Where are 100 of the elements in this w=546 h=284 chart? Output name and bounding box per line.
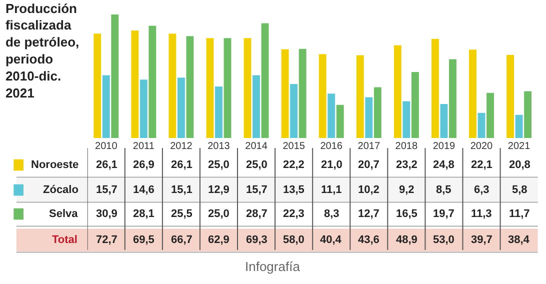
data-label: 11,1 — [321, 184, 342, 196]
data-label: 26,1 — [96, 159, 118, 171]
bar — [515, 114, 523, 138]
legend-label: Zócalo — [43, 184, 79, 196]
text: 38,4 — [508, 234, 530, 246]
data-label: 6,3 — [474, 184, 490, 196]
text: 62,9 — [208, 234, 230, 246]
data-label: 22,2 — [283, 159, 304, 171]
data-label: 22,1 — [471, 159, 492, 171]
data-label: 16,5 — [396, 208, 418, 220]
bar — [206, 38, 214, 138]
text: 66,7 — [171, 234, 192, 246]
bar — [328, 94, 336, 138]
x-tick-label: 2021 — [508, 141, 531, 152]
data-label: 26,1 — [171, 159, 192, 171]
x-tick-label: 2012 — [170, 141, 193, 152]
bar — [177, 78, 185, 138]
text: 48,9 — [396, 234, 418, 246]
text: 69,5 — [133, 234, 154, 246]
text: Infografía — [245, 259, 301, 274]
data-label: 12,7 — [358, 208, 380, 220]
bar — [469, 50, 476, 138]
text: 69,3 — [246, 234, 268, 246]
data-label: 28,1 — [133, 208, 154, 220]
bar — [94, 34, 102, 138]
data-label: 11,7 — [509, 208, 530, 220]
bar — [131, 30, 139, 138]
data-label: 8,3 — [324, 208, 340, 220]
data-label: 28,7 — [246, 208, 268, 220]
data-label: 20,7 — [358, 159, 380, 171]
x-tick-label: 2011 — [132, 141, 155, 152]
data-label: 9,2 — [399, 184, 414, 196]
bar — [111, 14, 119, 138]
data-label: 19,7 — [433, 208, 454, 220]
x-tick-label: 2015 — [282, 141, 306, 152]
bar — [440, 104, 448, 138]
data-label: 12,9 — [208, 184, 230, 196]
bar — [411, 72, 419, 138]
legend-label: Noroeste — [31, 159, 79, 171]
text: Total — [52, 234, 78, 246]
x-tick-label: 2014 — [245, 141, 268, 152]
data-label: 23,2 — [396, 159, 418, 171]
data-label: 11,3 — [471, 208, 492, 220]
bar — [261, 23, 269, 138]
x-tick-label: 2013 — [208, 141, 230, 152]
x-tick-label: 2020 — [470, 141, 494, 152]
x-tick-label: 2017 — [358, 141, 380, 152]
data-label: 24,8 — [433, 159, 454, 171]
text: Producción fiscalizada de petróleo, periodo 2010-dic. 2021 — [5, 0, 80, 100]
bar — [506, 54, 514, 138]
bar — [281, 49, 289, 138]
data-label: 5,8 — [512, 184, 528, 196]
text: 58,0 — [283, 234, 304, 246]
bar — [365, 97, 373, 138]
bar — [290, 84, 298, 138]
bar — [168, 34, 176, 138]
bar — [374, 87, 382, 138]
data-label: 14,6 — [133, 184, 154, 196]
data-label: 10,2 — [358, 184, 380, 196]
x-tick-label: 2019 — [432, 141, 456, 152]
data-label: 22,3 — [283, 208, 304, 220]
bar — [215, 86, 222, 138]
bar — [298, 48, 306, 138]
bar — [224, 38, 232, 138]
data-label: 25,0 — [208, 208, 230, 220]
bar — [431, 38, 439, 138]
data-label: 25,5 — [171, 208, 192, 220]
bar — [186, 36, 194, 138]
bar — [486, 92, 494, 138]
data-label: 13,5 — [283, 184, 304, 196]
data-label: 15,7 — [246, 184, 268, 196]
bar — [449, 59, 456, 138]
bar — [524, 91, 532, 138]
data-label: 25,0 — [208, 159, 230, 171]
bar — [140, 80, 148, 138]
bar — [252, 75, 260, 138]
data-label: 30,9 — [96, 208, 118, 220]
bar — [402, 101, 410, 138]
bar — [318, 54, 326, 138]
bar — [394, 45, 402, 138]
x-tick-label: 2016 — [320, 141, 343, 152]
bar — [102, 75, 110, 138]
text: 53,0 — [433, 234, 454, 246]
data-label: 15,1 — [171, 184, 192, 196]
bar — [478, 112, 486, 138]
data-label: 20,8 — [509, 159, 530, 171]
data-label: 15,7 — [96, 184, 118, 196]
text: 40,4 — [320, 234, 342, 246]
text: 39,7 — [471, 234, 492, 246]
bar — [244, 38, 252, 138]
bar — [356, 55, 364, 138]
x-tick-label: 2018 — [395, 141, 418, 152]
bar — [148, 26, 156, 138]
data-label: 8,5 — [436, 184, 452, 196]
data-label: 26,9 — [133, 159, 154, 171]
text: 72,7 — [96, 234, 118, 246]
data-label: 25,0 — [246, 159, 268, 171]
legend-label: Selva — [49, 208, 79, 220]
bar — [336, 104, 344, 138]
x-tick-label: 2010 — [95, 141, 118, 152]
